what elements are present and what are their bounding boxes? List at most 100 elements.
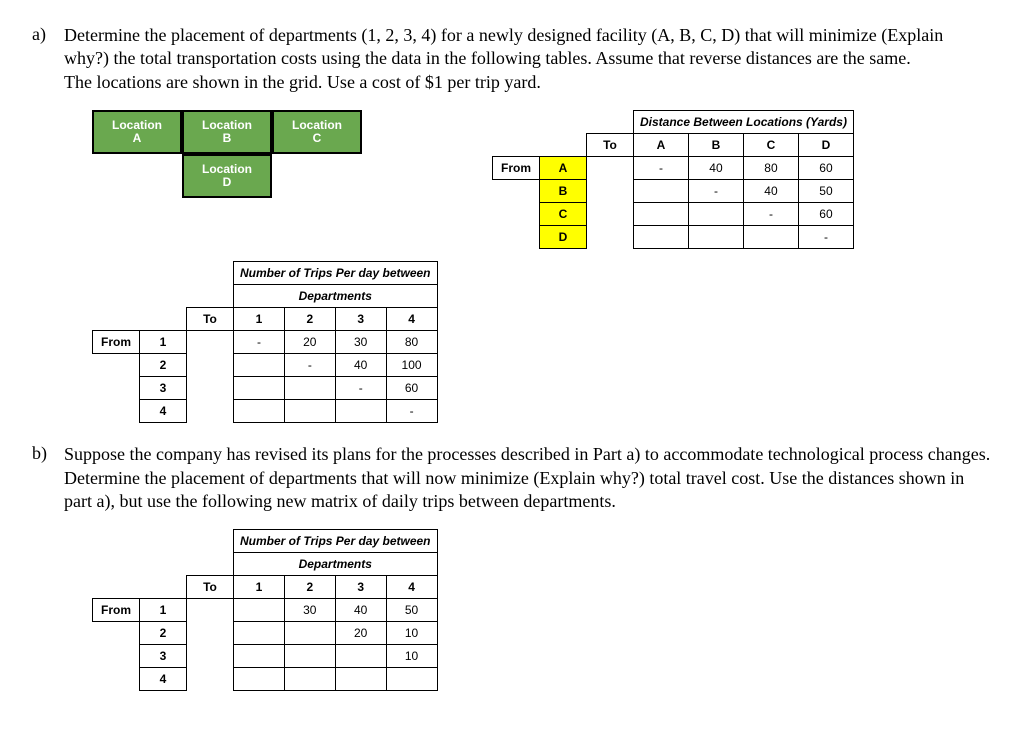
tripsB-sub: Departments xyxy=(234,553,438,576)
tripsA-r2-c3: 40 xyxy=(335,354,386,377)
dist-c-a xyxy=(634,203,689,226)
dist-to-label: To xyxy=(587,134,634,157)
dist-b-a xyxy=(634,180,689,203)
trips-b-wrap: Number of Trips Per day between Departme… xyxy=(92,529,992,691)
dist-d-c xyxy=(743,226,798,249)
location-cell-c: Location C xyxy=(272,110,362,154)
tripsA-r2-lbl: 2 xyxy=(140,354,187,377)
loc-a-bot: A xyxy=(133,132,142,145)
dist-row-d-lbl: D xyxy=(540,226,587,249)
dist-a-c: 80 xyxy=(743,157,798,180)
location-grid: Location A Location B Location C Locatio… xyxy=(92,110,362,198)
tripsB-title: Number of Trips Per day between xyxy=(234,530,438,553)
part-b-text: Suppose the company has revised its plan… xyxy=(64,443,992,513)
part-b-label: b) xyxy=(32,443,64,464)
part-a-label: a) xyxy=(32,24,64,45)
tripsB-c2: 2 xyxy=(284,576,335,599)
dist-title: Distance Between Locations (Yards) xyxy=(634,111,854,134)
dist-b-b: - xyxy=(688,180,743,203)
dist-col-d: D xyxy=(798,134,853,157)
dist-b-d: 50 xyxy=(798,180,853,203)
tripsA-r1-c3: 30 xyxy=(335,331,386,354)
location-cell-a: Location A xyxy=(92,110,182,154)
figures-row-a: Location A Location B Location C Locatio… xyxy=(92,110,992,249)
tripsB-r1-c1 xyxy=(234,599,285,622)
tripsA-r4-c3 xyxy=(335,400,386,423)
tripsB-c3: 3 xyxy=(335,576,386,599)
tripsB-r3-c3 xyxy=(335,645,386,668)
tripsA-r4-c1 xyxy=(234,400,285,423)
tripsA-c4: 4 xyxy=(386,308,437,331)
loc-b-bot: B xyxy=(223,132,232,145)
location-cell-d: Location D xyxy=(182,154,272,198)
tripsA-to: To xyxy=(187,308,234,331)
tripsB-r2-c1 xyxy=(234,622,285,645)
tripsB-r4-lbl: 4 xyxy=(140,668,187,691)
tripsB-c4: 4 xyxy=(386,576,437,599)
tripsB-r2-c3: 20 xyxy=(335,622,386,645)
tripsA-r2-c4: 100 xyxy=(386,354,437,377)
tripsA-r1-c1: - xyxy=(234,331,285,354)
tripsB-from: From xyxy=(93,599,140,622)
dist-d-a xyxy=(634,226,689,249)
tripsA-r4-lbl: 4 xyxy=(140,400,187,423)
dist-row-c-lbl: C xyxy=(540,203,587,226)
trips-b-table: Number of Trips Per day between Departme… xyxy=(92,529,438,691)
question-a: a) Determine the placement of department… xyxy=(32,24,992,94)
trips-a-wrap: Number of Trips Per day between Departme… xyxy=(92,261,992,423)
tripsB-r4-c2 xyxy=(284,668,335,691)
tripsA-sub: Departments xyxy=(234,285,438,308)
tripsA-r1-c4: 80 xyxy=(386,331,437,354)
tripsB-r2-c2 xyxy=(284,622,335,645)
dist-row-b-lbl: B xyxy=(540,180,587,203)
tripsA-c1: 1 xyxy=(234,308,285,331)
tripsA-r3-c4: 60 xyxy=(386,377,437,400)
part-a-text-1: Determine the placement of departments (… xyxy=(64,25,943,68)
tripsB-r2-c4: 10 xyxy=(386,622,437,645)
location-spacer xyxy=(92,154,182,198)
tripsA-r2-c2: - xyxy=(284,354,335,377)
tripsA-c3: 3 xyxy=(335,308,386,331)
dist-b-c: 40 xyxy=(743,180,798,203)
tripsA-r1-c2: 20 xyxy=(284,331,335,354)
dist-c-c: - xyxy=(743,203,798,226)
tripsB-r3-c1 xyxy=(234,645,285,668)
tripsA-title: Number of Trips Per day between xyxy=(234,262,438,285)
tripsA-r3-lbl: 3 xyxy=(140,377,187,400)
tripsA-r4-c4: - xyxy=(386,400,437,423)
tripsB-to: To xyxy=(187,576,234,599)
tripsA-r1-lbl: 1 xyxy=(140,331,187,354)
tripsB-r2-lbl: 2 xyxy=(140,622,187,645)
tripsA-r3-c3: - xyxy=(335,377,386,400)
dist-c-d: 60 xyxy=(798,203,853,226)
dist-row-a-lbl: A xyxy=(540,157,587,180)
tripsB-r3-c4: 10 xyxy=(386,645,437,668)
tripsA-r4-c2 xyxy=(284,400,335,423)
dist-a-d: 60 xyxy=(798,157,853,180)
tripsA-r3-c2 xyxy=(284,377,335,400)
tripsB-r1-lbl: 1 xyxy=(140,599,187,622)
tripsB-r4-c3 xyxy=(335,668,386,691)
tripsA-from: From xyxy=(93,331,140,354)
tripsB-c1: 1 xyxy=(234,576,285,599)
tripsB-r3-c2 xyxy=(284,645,335,668)
tripsB-r1-c2: 30 xyxy=(284,599,335,622)
tripsB-r1-c3: 40 xyxy=(335,599,386,622)
dist-col-c: C xyxy=(743,134,798,157)
loc-c-bot: C xyxy=(313,132,322,145)
dist-c-b xyxy=(688,203,743,226)
tripsA-r2-c1 xyxy=(234,354,285,377)
dist-d-d: - xyxy=(798,226,853,249)
loc-d-bot: D xyxy=(223,176,232,189)
dist-col-a: A xyxy=(634,134,689,157)
tripsB-r1-c4: 50 xyxy=(386,599,437,622)
part-a-text-2: The locations are shown in the grid. Use… xyxy=(64,72,541,92)
question-b: b) Suppose the company has revised its p… xyxy=(32,443,992,513)
dist-col-b: B xyxy=(688,134,743,157)
location-cell-b: Location B xyxy=(182,110,272,154)
tripsA-r3-c1 xyxy=(234,377,285,400)
distance-table: Distance Between Locations (Yards) To A … xyxy=(492,110,854,249)
tripsB-r4-c4 xyxy=(386,668,437,691)
dist-a-b: 40 xyxy=(688,157,743,180)
tripsB-r4-c1 xyxy=(234,668,285,691)
